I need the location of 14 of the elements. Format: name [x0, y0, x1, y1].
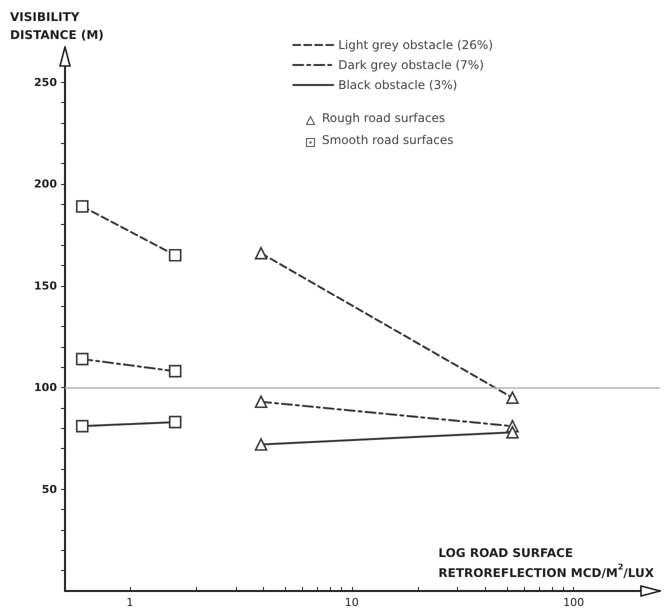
x-tick-label: 100 — [563, 596, 584, 609]
annotation: Rough road surfaces — [322, 111, 446, 125]
x-tick-label: 10 — [344, 596, 359, 609]
y-tick-label: 100 — [34, 381, 58, 394]
annotation: Smooth road surfaces — [322, 133, 454, 147]
y-tick-label: 50 — [42, 482, 58, 496]
y-tick-label: 150 — [34, 279, 58, 292]
legend-label: Light grey obstacle (26%) — [338, 38, 493, 52]
legend-label: Dark grey obstacle (7%) — [338, 58, 484, 72]
x-tick-label: 1 — [126, 596, 134, 609]
y-tick-label: 250 — [34, 76, 58, 89]
y-tick-label: 200 — [34, 178, 58, 191]
legend-label: Black obstacle (3%) — [338, 78, 458, 92]
y-axis-title: VISIBILITY DISTANCE (M) — [10, 10, 104, 42]
